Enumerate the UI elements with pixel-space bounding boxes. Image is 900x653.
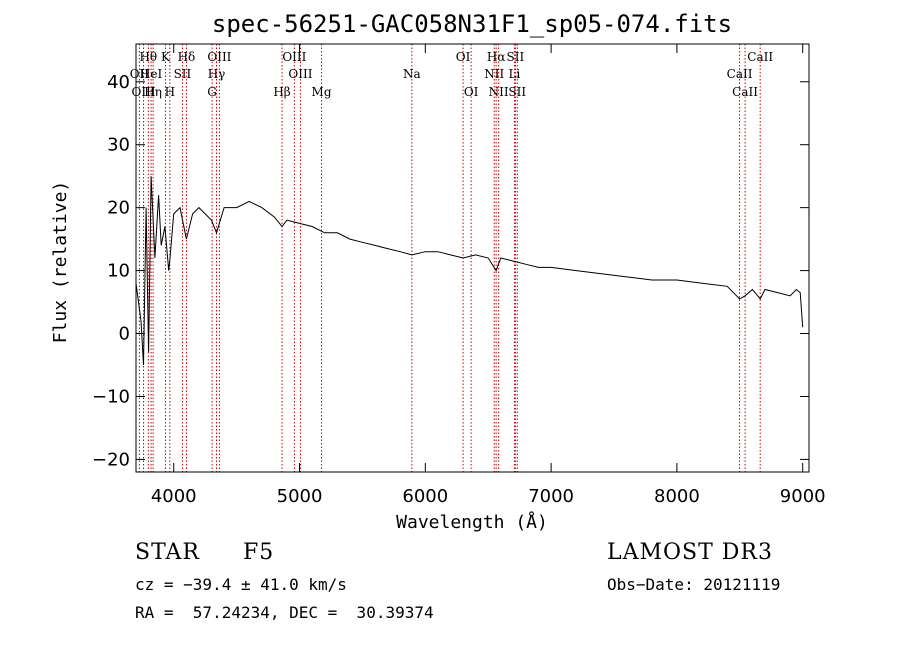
emission-line-markers [138,44,761,472]
line-label: Mg [312,85,332,99]
line-label: CaII [732,85,758,99]
line-label: Hγ [208,67,226,81]
line-label: G [207,85,217,99]
line-label: OI [464,85,479,99]
x-tick-label: 7000 [528,486,574,507]
line-label: Hθ [139,50,157,64]
object-subclass: F5 [243,540,275,565]
y-axis-ticks: −20 −10 0 10 20 30 40 [92,72,809,470]
object-class: STAR [135,540,200,565]
line-label: Li [508,67,520,81]
y-tick-label: −10 [92,386,130,407]
line-label: K [161,50,171,64]
x-tick-label: 9000 [780,486,826,507]
line-label: SII [507,50,525,64]
y-tick-label: 20 [107,198,130,219]
flux-series-line [135,176,804,366]
line-label: OI [456,50,471,64]
line-label: NII [484,67,504,81]
line-label: H [165,85,175,99]
line-label: Hβ [273,85,290,99]
x-tick-label: 5000 [277,486,323,507]
line-label: OIII [132,85,156,99]
y-tick-label: 40 [107,72,130,93]
y-tick-label: 30 [107,135,130,156]
line-label: Hα [487,50,506,64]
y-tick-label: 10 [107,261,130,282]
y-tick-label: 0 [119,324,130,345]
x-tick-label: 4000 [151,486,197,507]
line-label: SII [508,85,526,99]
line-label: OIII [282,50,306,64]
line-label: Hη [144,85,162,99]
line-label: NII [489,85,509,99]
y-axis-label: Flux (relative) [50,181,71,344]
x-axis-ticks: 4000 5000 6000 7000 8000 9000 [151,44,826,507]
x-tick-label: 6000 [402,486,448,507]
line-label: Hδ [178,50,196,64]
x-tick-label: 8000 [654,486,700,507]
observation-date: Obs−Date: 20121119 [607,575,781,594]
line-label: Na [403,67,421,81]
survey-name: LAMOST DR3 [607,540,773,565]
line-label: SII [174,67,192,81]
line-label: CaII [727,67,753,81]
line-label: HeI [140,67,163,81]
y-tick-label: −20 [92,449,130,470]
plot-frame [135,43,810,473]
chart-title: spec-56251-GAC058N31F1_sp05-074.fits [212,10,732,38]
line-label: OIII [207,50,231,64]
x-axis-label: Wavelength (Å) [396,511,548,533]
line-label: OIII [288,67,312,81]
line-label: OII [130,67,150,81]
line-label: CaII [747,50,773,64]
redshift-readout: cz = −39.4 ± 41.0 km/s [135,575,347,594]
coordinates-readout: RA = 57.24234, DEC = 30.39374 [135,603,434,622]
